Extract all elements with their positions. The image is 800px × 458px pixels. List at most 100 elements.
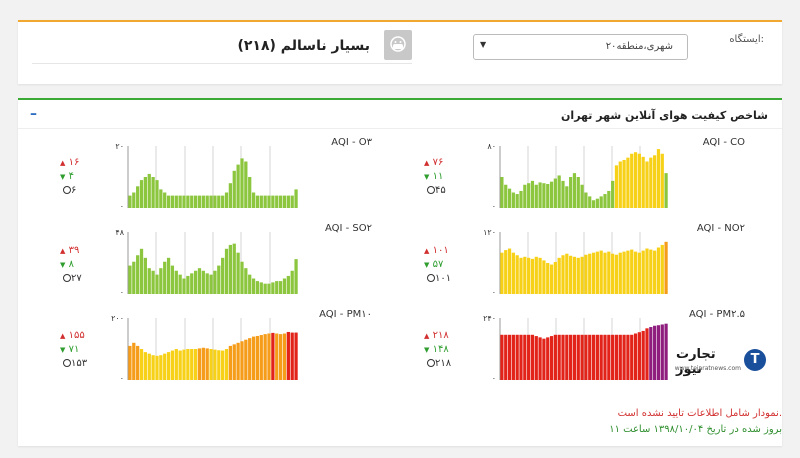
bar [267,195,271,208]
bar [580,184,584,208]
bar [630,153,634,208]
bar [221,350,225,380]
bar [159,189,163,208]
bar [637,252,641,294]
bar [599,250,603,294]
bar [282,333,287,380]
bar [527,334,531,380]
chart-stats-no2: ▲ ۱۰۱ ▼ ۵۷ ۱۰۱ [424,245,451,287]
bar [595,198,599,208]
chart-pm25 [499,318,668,381]
bar [637,332,641,380]
stat-max-value: ۱۵۵ [68,330,85,341]
bar [611,180,615,209]
bar [630,334,634,380]
bar [282,278,287,294]
bar [201,347,205,380]
y-zero-label-o3: ۰ [119,202,124,211]
bar [244,268,248,294]
stat-current: ۱۰۱ [424,273,451,287]
bar [205,195,209,208]
bar [182,349,186,380]
bar [618,334,622,380]
bar [542,260,546,294]
bar [649,157,653,209]
bar [557,334,561,380]
bar [576,334,580,380]
bar [224,192,229,208]
bar [500,252,504,294]
bar [519,190,523,208]
unverified-warning: نمودار شامل اطلاعات تایید نشده است. [617,408,782,419]
logo-mark-icon: T [744,349,766,371]
bar [523,184,527,208]
bar [500,177,504,208]
card-title: شاخص کیفیت هوای آنلاین شهر تهران [561,109,768,122]
bar [151,177,155,208]
stat-current: ۲۱۸ [424,358,451,372]
stat-min-value: ۸ [68,259,74,270]
collapse-button[interactable]: – [30,106,37,122]
bar [259,195,263,208]
stat-min-value: ۴ [68,171,74,182]
bar [591,252,596,294]
bar [217,195,221,208]
bar [267,283,271,294]
bar [236,252,240,294]
bar [580,334,584,380]
stat-min-value: ۷۱ [68,344,80,355]
bar [147,173,151,208]
bar [649,327,653,380]
stat-min-value: ۱۱ [432,171,444,182]
bar [286,195,290,208]
bar [534,184,538,208]
stat-current-value: ۱۵۳ [71,358,88,369]
bar [645,328,649,380]
bar [228,244,233,294]
bar [271,282,275,295]
stat-max: ▲ ۱۰۱ [424,245,451,259]
logo-site: www.tejaratnews.com [674,365,741,372]
bar [294,259,298,295]
chart-label-no2: AQI - NO۲ [696,223,745,234]
chart-pm10 [127,318,298,380]
bar [197,268,202,294]
face-mask-icon [384,30,412,60]
bar [170,195,175,208]
bar [290,195,294,208]
bar [190,273,194,294]
bar [209,274,213,295]
bar [588,253,592,294]
bar [278,281,283,294]
bar [139,349,144,380]
arrow-up-icon: ▲ [60,247,66,255]
bar [599,334,603,380]
stat-min: ▼ ۷۱ [60,344,87,358]
bar [549,181,554,208]
y-max-label-co: ۸۰ [487,142,496,151]
arrow-down-icon: ▼ [60,173,66,181]
bar [147,268,151,294]
y-zero-label-pm10: ۰ [119,374,124,383]
bar [653,155,657,208]
bar [197,348,202,380]
bar [538,257,542,294]
bar [507,334,512,380]
bar [584,254,588,294]
bar [519,257,523,294]
bar [561,334,565,380]
bar [201,195,205,208]
bar [255,335,260,380]
bar [546,337,550,381]
chart-stats-so2: ▲ ۳۹ ▼ ۸ ۲۷ [60,245,82,287]
bar [128,195,132,208]
bar [251,192,256,208]
bar [569,255,573,294]
station-select[interactable]: شهری،منطقه۲۰ ▼ [473,34,688,60]
bar [163,261,167,294]
bar [139,180,144,208]
bar [633,251,638,294]
bar [664,323,668,380]
bar [645,248,649,294]
chart-label-co: AQI - CO [702,137,745,148]
